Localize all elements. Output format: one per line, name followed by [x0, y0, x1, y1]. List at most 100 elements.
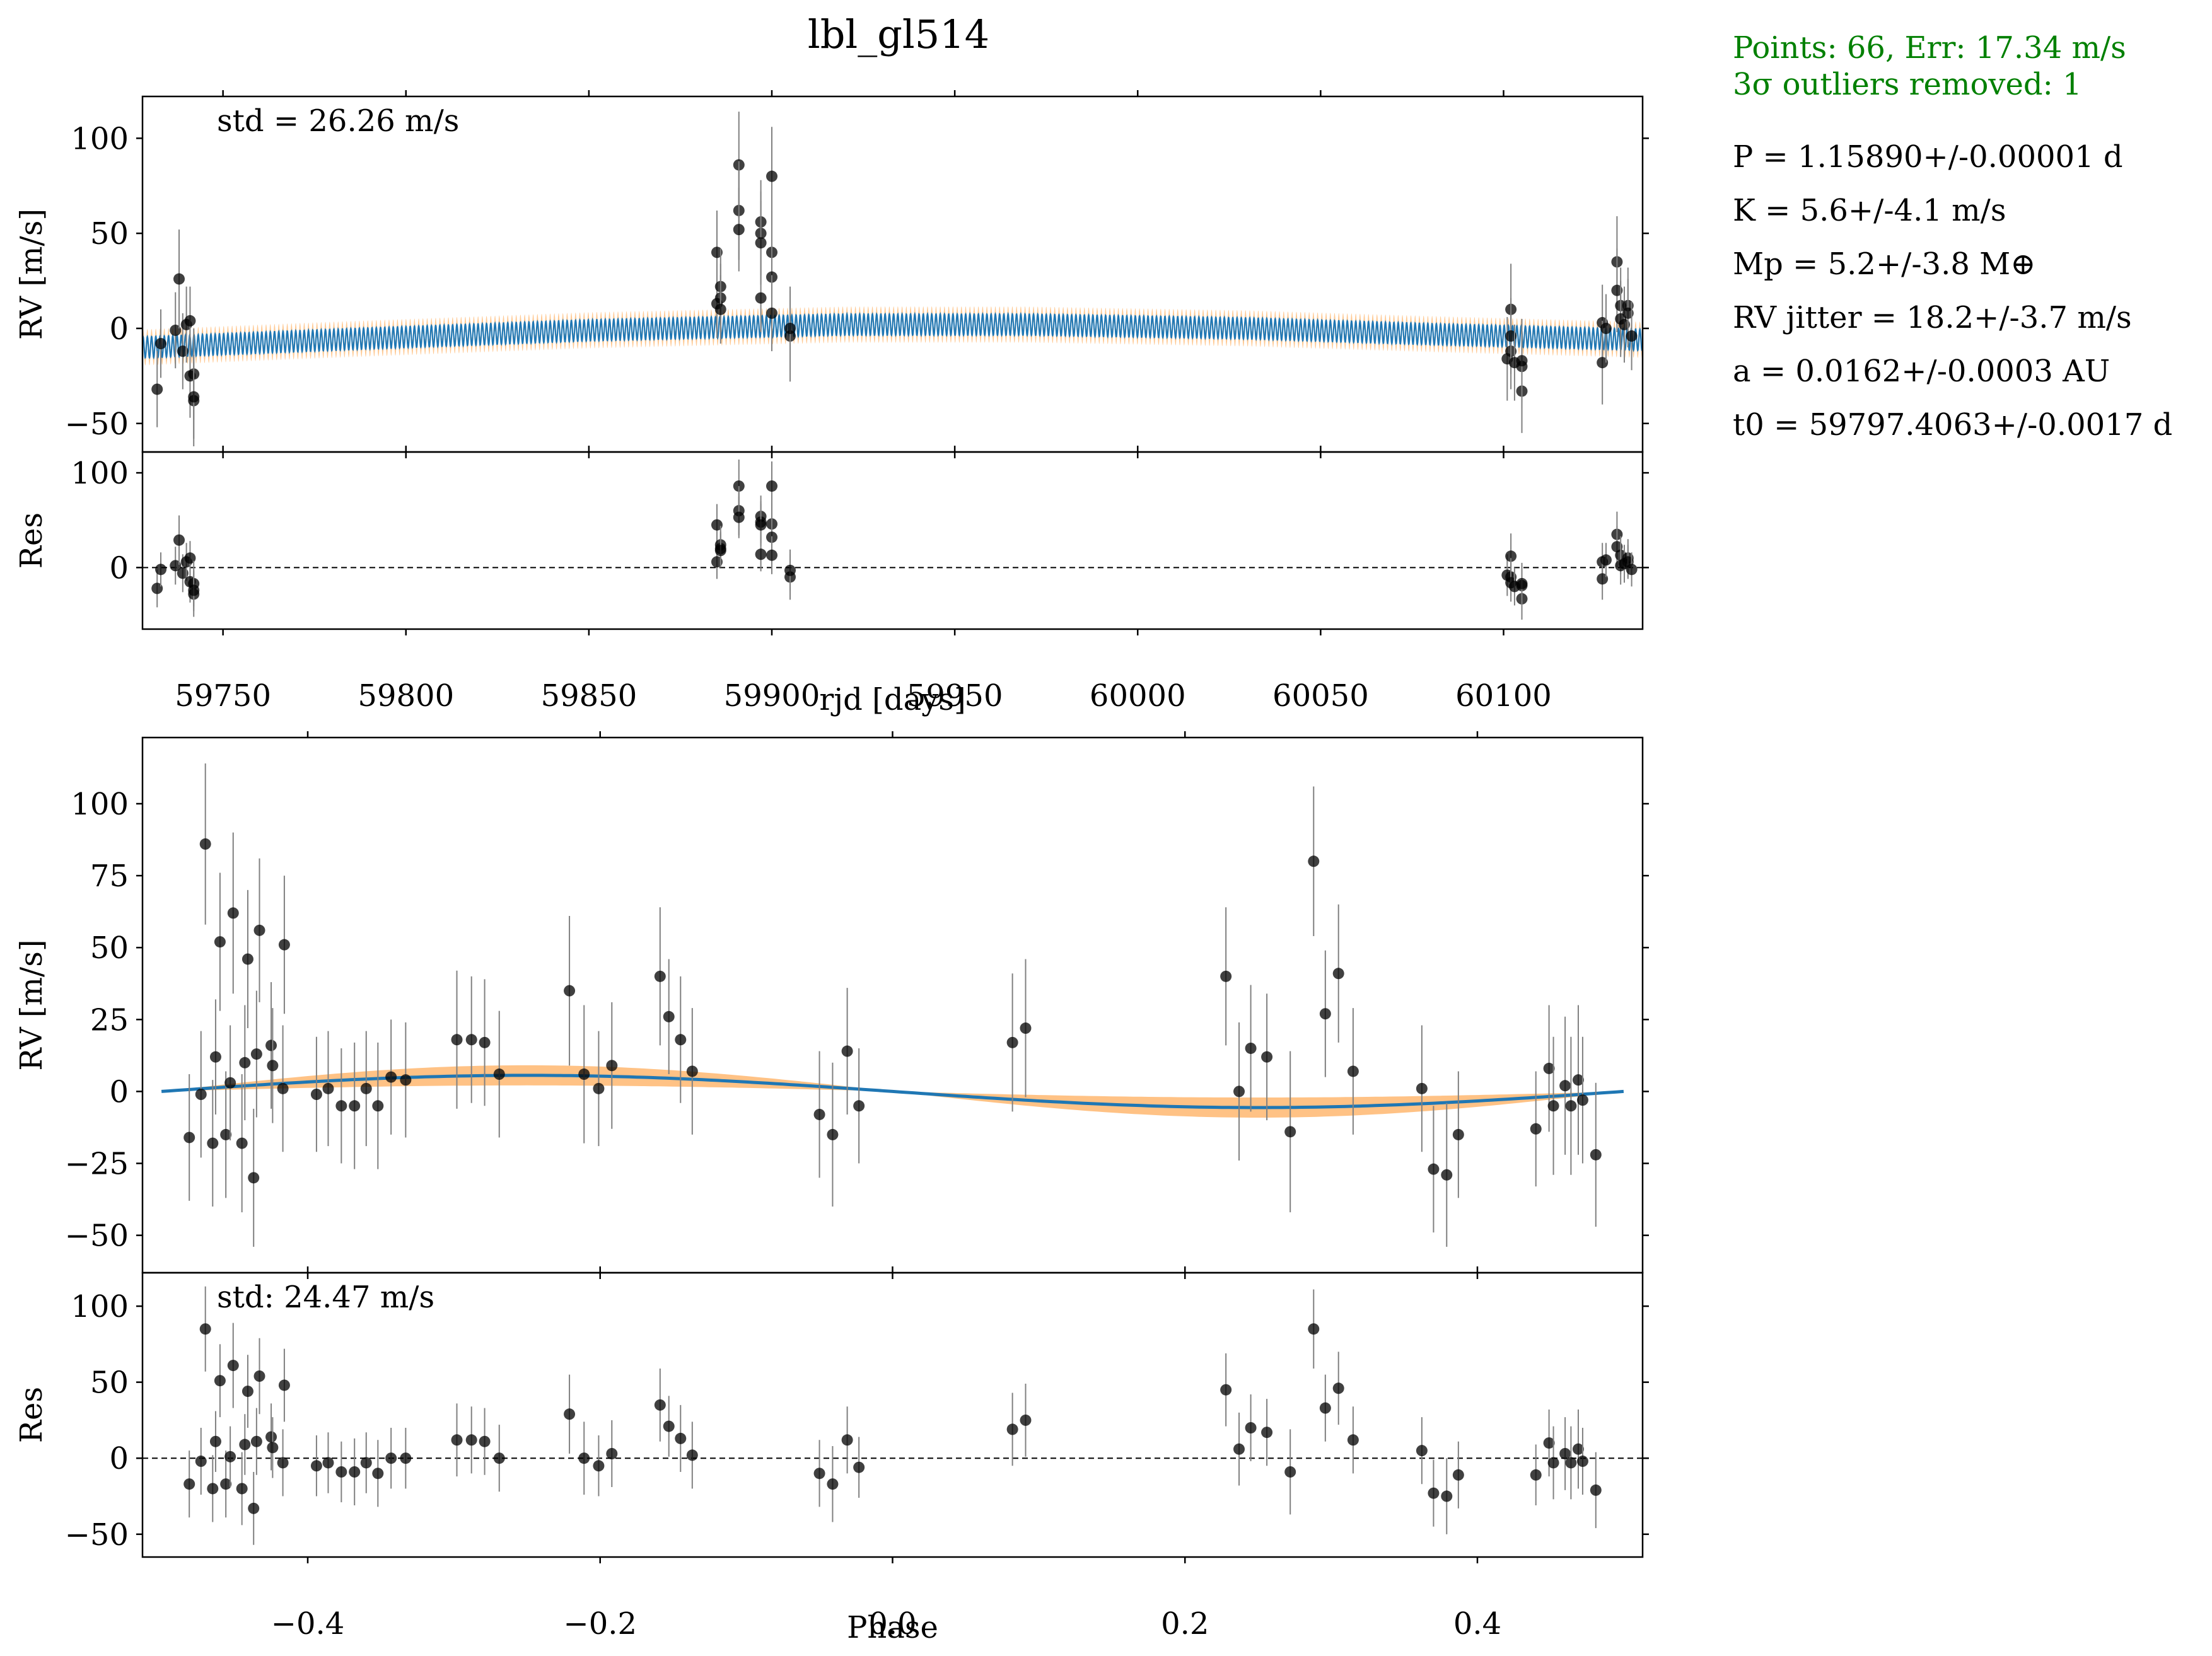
- data-point: [209, 1435, 221, 1447]
- data-point: [400, 1074, 412, 1086]
- data-point: [733, 511, 745, 523]
- y-tick-label: 0: [109, 1441, 129, 1476]
- data-point: [360, 1457, 372, 1469]
- data-point: [236, 1137, 248, 1149]
- data-point: [170, 560, 182, 572]
- data-point: [1452, 1128, 1464, 1140]
- data-point: [278, 939, 290, 951]
- data-point: [199, 838, 211, 850]
- plot-area: [161, 763, 1624, 1247]
- data-point: [755, 237, 767, 249]
- data-point: [755, 548, 767, 560]
- data-point: [1332, 968, 1344, 980]
- data-point: [1261, 1051, 1273, 1063]
- y-axis-label: RV [m/s]: [14, 209, 49, 340]
- x-tick-label: 60100: [1455, 678, 1552, 714]
- data-point: [1530, 1123, 1542, 1135]
- data-point: [813, 1108, 825, 1120]
- data-point: [1428, 1163, 1440, 1175]
- data-point: [372, 1100, 384, 1112]
- data-point: [755, 519, 767, 531]
- x-tick-label: 59850: [541, 678, 637, 714]
- model-uncertainty-band: [161, 1065, 1624, 1118]
- y-tick-label: 50: [90, 1365, 129, 1401]
- data-point: [385, 1071, 397, 1083]
- data-point: [188, 391, 200, 403]
- data-point: [1505, 330, 1517, 342]
- data-point: [733, 224, 745, 236]
- data-point: [686, 1065, 698, 1077]
- data-point: [265, 1431, 277, 1443]
- data-point: [1626, 564, 1638, 576]
- model-curve: [143, 311, 1643, 360]
- data-point: [220, 1128, 232, 1140]
- data-point: [1261, 1427, 1273, 1439]
- data-point: [248, 1502, 260, 1514]
- data-point: [451, 1034, 463, 1046]
- y-tick-label: 100: [71, 787, 129, 822]
- data-point: [1559, 1080, 1571, 1092]
- param-t0: t0 = 59797.4063+/-0.0017 d: [1733, 407, 2172, 443]
- data-point: [1006, 1423, 1018, 1435]
- data-point: [267, 1060, 279, 1072]
- data-point: [1452, 1469, 1464, 1481]
- y-tick-label: 50: [90, 216, 129, 252]
- data-point: [184, 552, 196, 564]
- data-point: [578, 1068, 590, 1080]
- data-point: [1590, 1484, 1602, 1496]
- data-point: [1428, 1487, 1440, 1499]
- data-point: [451, 1434, 463, 1446]
- data-point: [1572, 1443, 1584, 1455]
- param-planet-mass: Mp = 5.2+/-3.8 M⊕: [1733, 246, 2036, 282]
- data-point: [184, 315, 196, 327]
- x-tick-label: 0.0: [868, 1606, 916, 1642]
- data-point: [1441, 1490, 1453, 1502]
- data-point: [239, 1057, 251, 1068]
- std-annotation: std = 26.26 m/s: [217, 103, 459, 139]
- data-point: [1319, 1008, 1331, 1020]
- data-point: [1233, 1086, 1245, 1097]
- data-point: [199, 1323, 211, 1335]
- data-point: [1565, 1100, 1577, 1112]
- data-point: [242, 953, 253, 965]
- data-point: [1530, 1469, 1542, 1481]
- data-point: [714, 303, 726, 315]
- axes-frame: [141, 95, 1644, 453]
- y-tick-label: 100: [71, 121, 129, 156]
- data-point: [1245, 1422, 1257, 1433]
- y-tick-label: 100: [71, 456, 129, 491]
- data-point: [242, 1386, 253, 1398]
- data-point: [195, 1456, 207, 1468]
- param-period: P = 1.15890+/-0.00001 d: [1733, 139, 2123, 175]
- data-point: [479, 1435, 491, 1447]
- data-point: [1505, 550, 1517, 562]
- data-point: [1233, 1443, 1245, 1455]
- data-point: [1572, 1074, 1584, 1086]
- data-point: [265, 1039, 277, 1051]
- data-point: [267, 1442, 279, 1454]
- data-point: [853, 1461, 865, 1473]
- data-point: [372, 1468, 384, 1479]
- x-axis-label: Phase: [847, 1610, 938, 1645]
- data-point: [1576, 1094, 1588, 1106]
- data-point: [1600, 554, 1612, 566]
- data-point: [654, 1399, 666, 1411]
- phase-residuals-panel: 100 50 0 −50 −0.4 −0.2 0.0 0.2 0.4 Phase Res std: 2…: [14, 1266, 1649, 1645]
- data-point: [493, 1452, 505, 1464]
- data-point: [278, 1379, 290, 1391]
- data-point: [1611, 284, 1623, 296]
- data-point: [188, 584, 200, 596]
- x-tick-label: 59900: [724, 678, 820, 714]
- x-tick-label: −0.4: [271, 1606, 345, 1642]
- data-point: [766, 480, 778, 492]
- data-point: [277, 1082, 289, 1094]
- data-point: [400, 1452, 412, 1464]
- data-point: [784, 564, 796, 576]
- data-point: [250, 1048, 262, 1060]
- data-point: [714, 545, 726, 557]
- data-point: [227, 1360, 239, 1372]
- y-tick-label: 75: [90, 859, 129, 894]
- data-point: [465, 1434, 477, 1446]
- data-point: [766, 307, 778, 319]
- data-point: [1347, 1065, 1359, 1077]
